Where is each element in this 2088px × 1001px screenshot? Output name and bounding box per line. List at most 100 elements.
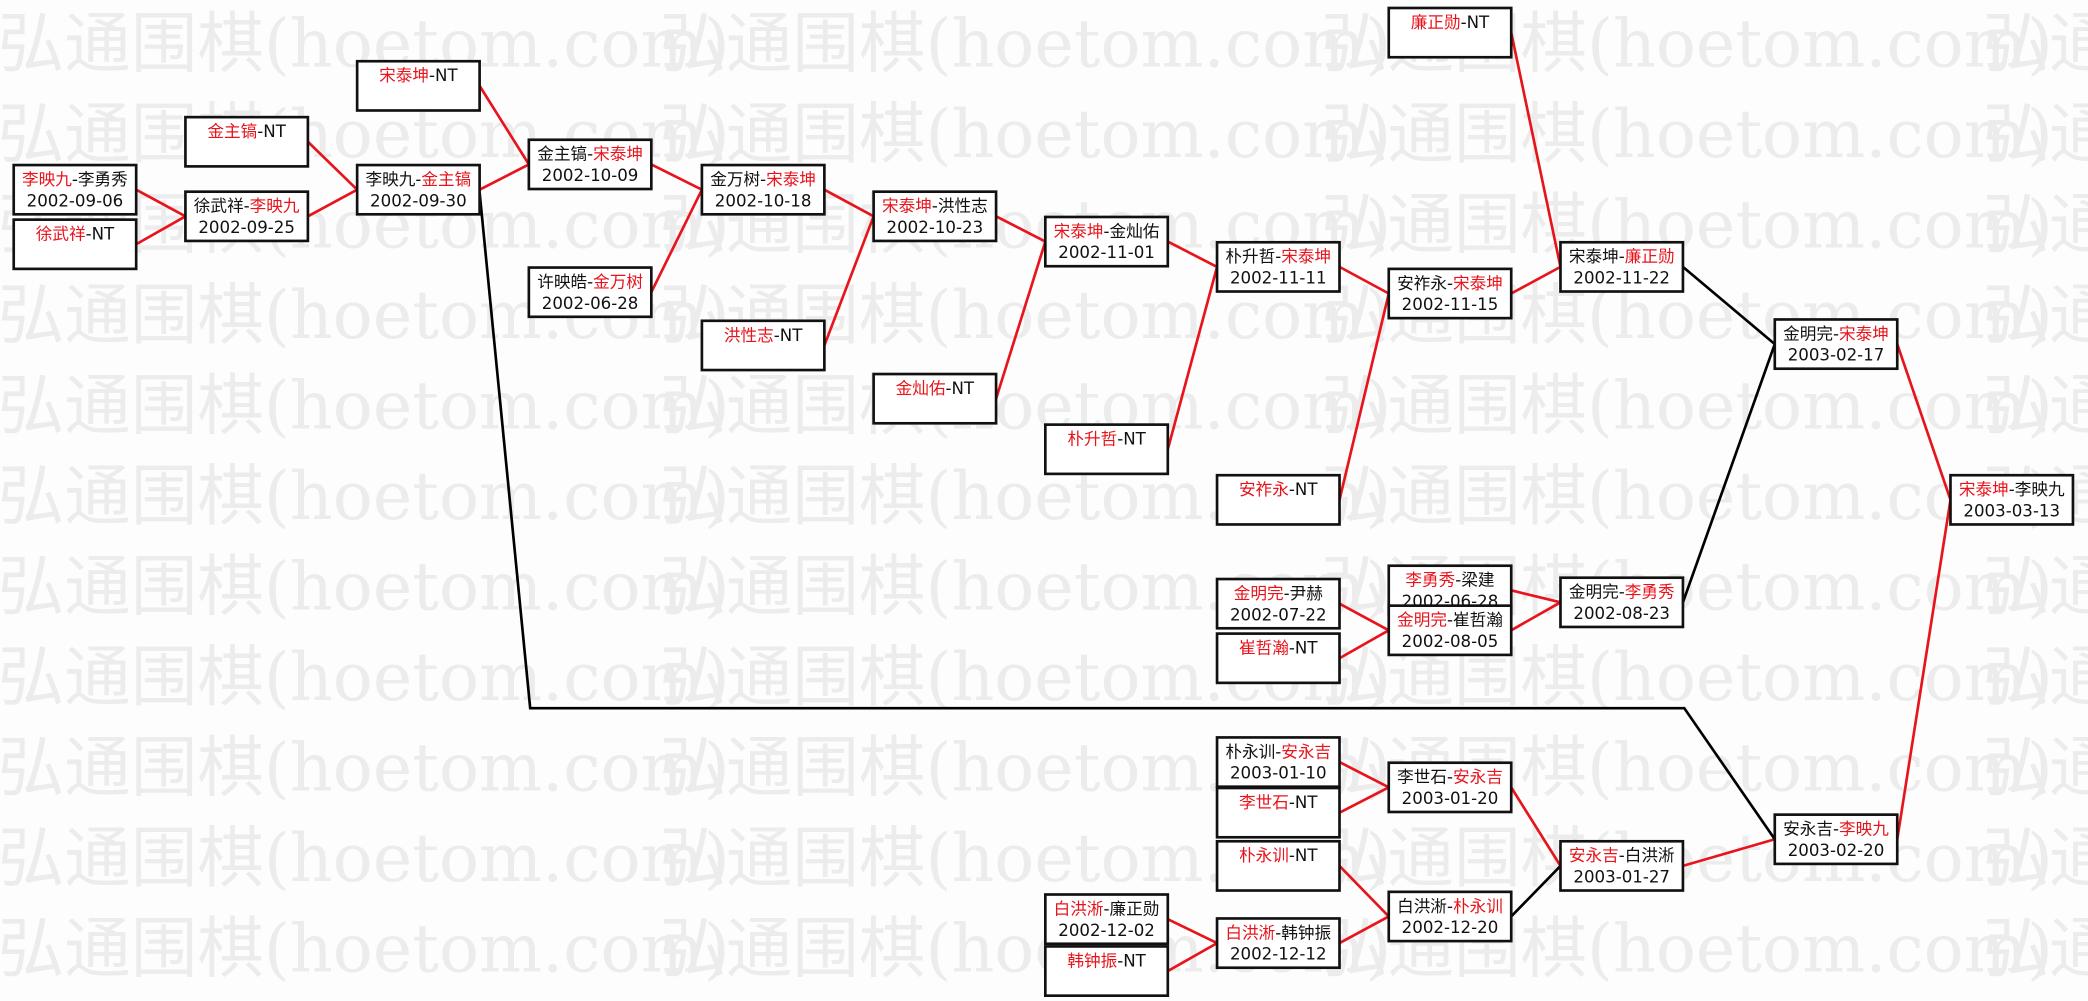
watermark-text: 弘通围棋(hoetom.com) bbox=[1982, 276, 2088, 354]
player-2: 韩钟振 bbox=[1281, 923, 1331, 942]
match-box: 许映皓-金万树 2002-06-28 bbox=[527, 266, 653, 319]
separator: - bbox=[932, 197, 938, 216]
match-box: 安永吉-白洪淅 2003-01-27 bbox=[1559, 839, 1685, 892]
separator: - bbox=[1289, 793, 1295, 812]
watermark-text: 弘通围棋(hoetom.com) bbox=[659, 367, 1391, 445]
match-players: 朴永训-NT bbox=[1239, 846, 1318, 865]
match-box: 朴升哲-NT bbox=[1044, 423, 1170, 476]
match-date: 2002-09-25 bbox=[198, 218, 295, 237]
match-date: 2002-08-05 bbox=[1402, 632, 1499, 651]
match-box-frame bbox=[1215, 917, 1341, 970]
watermark-text: 弘通围棋(hoetom.com) bbox=[1321, 186, 2053, 264]
match-box-frame bbox=[872, 190, 998, 243]
match-box-frame bbox=[1215, 473, 1341, 526]
match-players: 金主镐-NT bbox=[207, 122, 286, 141]
match-players: 金万树-宋泰坤 bbox=[710, 170, 816, 189]
bracket-connector-long bbox=[478, 192, 1776, 841]
separator: - bbox=[1275, 923, 1281, 942]
player-2: NT bbox=[1295, 639, 1318, 658]
match-box-frame bbox=[872, 372, 998, 425]
player-1: 宋泰坤 bbox=[1569, 247, 1619, 266]
player-2: NT bbox=[92, 225, 115, 244]
player-2: NT bbox=[951, 379, 974, 398]
watermark-text: 弘通围棋(hoetom.com) bbox=[1982, 910, 2088, 988]
bracket-connector bbox=[1895, 499, 1952, 840]
match-players: 朴永训-安永吉 bbox=[1225, 742, 1331, 761]
match-box: 安永吉-李映九 2003-02-20 bbox=[1773, 813, 1899, 866]
bracket-connector bbox=[995, 215, 1046, 243]
player-1: 白洪淅 bbox=[1054, 899, 1104, 918]
separator: - bbox=[1455, 571, 1461, 590]
player-1: 金明完 bbox=[1397, 611, 1447, 630]
watermark-text: 弘通围棋(hoetom.com) bbox=[0, 457, 730, 535]
watermark-text: 弘通围棋(hoetom.com) bbox=[0, 729, 730, 807]
match-players: 白洪淅-朴永训 bbox=[1397, 897, 1503, 916]
match-players: 金主镐-宋泰坤 bbox=[537, 145, 643, 164]
bracket-connector bbox=[1338, 629, 1390, 660]
match-date: 2003-03-13 bbox=[1963, 501, 2060, 520]
watermark-text: 弘通围棋(hoetom.com) bbox=[1982, 95, 2088, 173]
player-1: 白洪淅 bbox=[1397, 897, 1447, 916]
separator: - bbox=[1447, 274, 1453, 293]
bracket-connector bbox=[994, 241, 1047, 400]
match-players: 安永吉-白洪淅 bbox=[1569, 846, 1675, 865]
player-1: 李映九 bbox=[22, 170, 72, 189]
bracket-connector bbox=[1510, 589, 1561, 604]
match-box: 白洪淅-廉正勋 2002-12-02 bbox=[1044, 893, 1170, 946]
bracket-connector bbox=[1681, 343, 1777, 603]
bracket-connector bbox=[823, 215, 875, 346]
player-1: 朴升哲 bbox=[1067, 430, 1117, 449]
separator: - bbox=[1833, 324, 1839, 343]
player-2: 宋泰坤 bbox=[1281, 247, 1331, 266]
watermark-text: 弘通围棋(hoetom.com) bbox=[1982, 729, 2088, 807]
bracket-connector bbox=[1510, 601, 1562, 632]
match-players: 李世石-NT bbox=[1239, 793, 1318, 812]
match-box: 徐武祥-NT bbox=[12, 218, 138, 271]
bracket-connector bbox=[1338, 786, 1390, 814]
bracket-connector bbox=[135, 188, 187, 218]
separator: - bbox=[72, 170, 78, 189]
match-players: 李勇秀-梁建 bbox=[1405, 571, 1494, 590]
match-box-frame bbox=[1215, 577, 1341, 630]
match-date: 2002-11-15 bbox=[1402, 295, 1499, 314]
player-2: 宋泰坤 bbox=[1839, 324, 1889, 343]
separator: - bbox=[1833, 820, 1839, 839]
match-box-frame bbox=[1949, 473, 2075, 526]
watermark-text: 弘通围棋(hoetom.com) bbox=[0, 367, 730, 445]
separator: - bbox=[760, 170, 766, 189]
player-2: 朴永训 bbox=[1453, 897, 1503, 916]
match-box-frame bbox=[1215, 839, 1341, 892]
match-players: 金明完-李勇秀 bbox=[1569, 583, 1675, 602]
watermark-text: 弘通围棋(hoetom.com) bbox=[0, 548, 730, 626]
match-box: 金明完-尹赫 2002-07-22 bbox=[1215, 577, 1341, 630]
match-box-frame bbox=[1559, 240, 1685, 293]
bracket-connector bbox=[478, 85, 530, 166]
match-box: 宋泰坤-金灿佑 2002-11-01 bbox=[1044, 215, 1170, 268]
bracket-connector bbox=[1167, 941, 1218, 973]
separator: - bbox=[415, 170, 421, 189]
separator: - bbox=[1461, 13, 1467, 32]
match-players: 洪性志-NT bbox=[724, 326, 803, 345]
match-date: 2002-10-09 bbox=[542, 166, 639, 185]
player-2: 洪性志 bbox=[938, 197, 988, 216]
separator: - bbox=[1104, 899, 1110, 918]
match-box: 朴升哲-宋泰坤 2002-11-11 bbox=[1215, 240, 1341, 293]
match-players: 许映皓-金万树 bbox=[537, 273, 643, 292]
match-box-frame bbox=[1559, 576, 1685, 629]
bracket-connector bbox=[1509, 32, 1562, 268]
bracket-connector bbox=[306, 140, 359, 191]
match-box-frame bbox=[1044, 215, 1170, 268]
match-box: 洪性志-NT bbox=[700, 319, 826, 372]
player-2: 安永吉 bbox=[1453, 768, 1503, 787]
watermark-text: 弘通围棋(hoetom.com) bbox=[1982, 819, 2088, 897]
match-date: 2002-10-23 bbox=[887, 218, 984, 237]
player-1: 金灿佑 bbox=[896, 379, 946, 398]
player-2: 金主镐 bbox=[421, 170, 471, 189]
match-players: 李世石-安永吉 bbox=[1397, 768, 1503, 787]
player-2: 尹赫 bbox=[1290, 584, 1324, 603]
separator: - bbox=[774, 326, 780, 345]
match-players: 安祚永-NT bbox=[1239, 480, 1318, 499]
player-2: 宋泰坤 bbox=[593, 145, 643, 164]
match-players: 金灿佑-NT bbox=[896, 379, 975, 398]
watermark-text: 弘通围棋(hoetom.com) bbox=[1321, 367, 2053, 445]
